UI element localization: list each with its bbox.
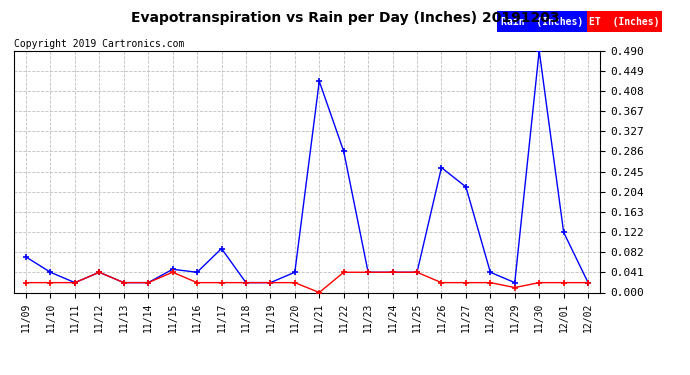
Text: Rain  (Inches): Rain (Inches) (500, 16, 583, 27)
Text: ET  (Inches): ET (Inches) (589, 16, 660, 27)
Text: Copyright 2019 Cartronics.com: Copyright 2019 Cartronics.com (14, 39, 184, 50)
Text: Evapotranspiration vs Rain per Day (Inches) 20191203: Evapotranspiration vs Rain per Day (Inch… (130, 11, 560, 25)
